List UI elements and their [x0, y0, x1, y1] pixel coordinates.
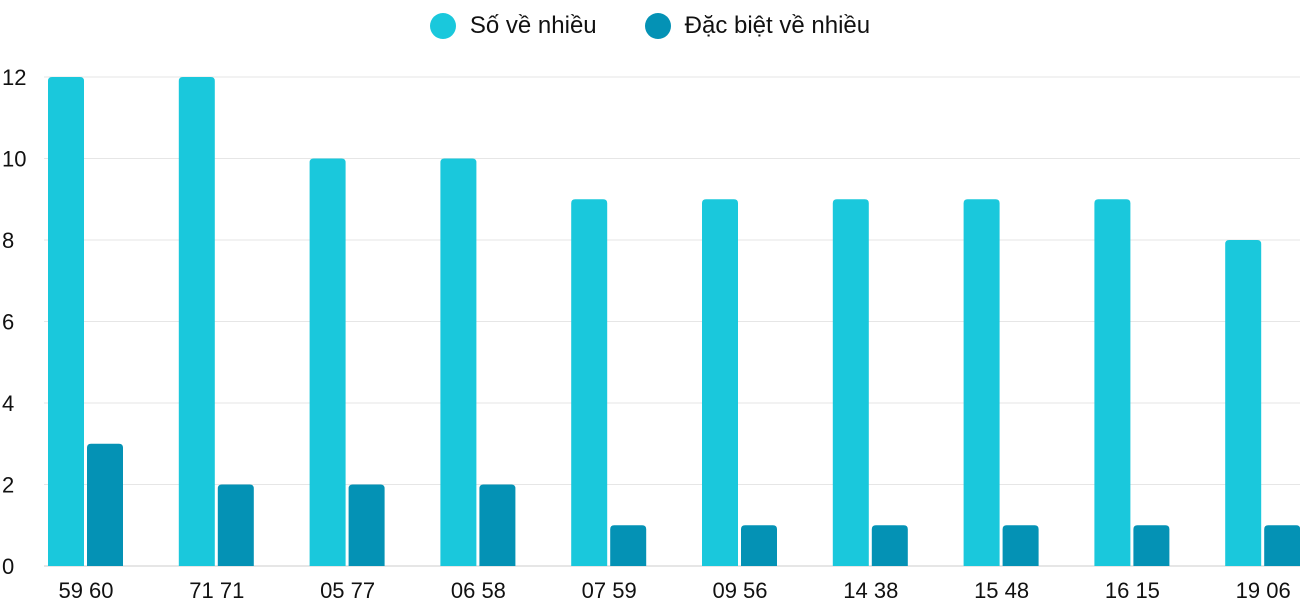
- legend-item-dac-biet-ve-nhieu[interactable]: Đặc biệt về nhiều: [644, 12, 871, 40]
- x-tick-label: 09 56: [712, 578, 767, 600]
- x-tick-label: 19 06: [1236, 578, 1291, 600]
- bar-dac-biet-2: [348, 484, 385, 566]
- bar-dac-biet-1: [217, 484, 254, 566]
- bar-so-ve-nhieu-7: [963, 199, 1000, 566]
- bar-so-ve-nhieu-1: [178, 77, 215, 566]
- bar-so-ve-nhieu-8: [1094, 199, 1131, 566]
- bar-so-ve-nhieu-3: [440, 158, 477, 566]
- legend-swatch: [429, 13, 456, 39]
- bar-dac-biet-7: [1002, 525, 1039, 566]
- bar-so-ve-nhieu-4: [571, 199, 608, 566]
- legend-item-so-ve-nhieu[interactable]: Số về nhiều: [429, 12, 597, 40]
- bar-dac-biet-9: [1264, 525, 1300, 566]
- x-tick-label: 07 59: [582, 578, 637, 600]
- x-tick-label: 16 15: [1105, 578, 1160, 600]
- bar-so-ve-nhieu-9: [1225, 240, 1262, 566]
- x-tick-label: 71 71: [189, 578, 244, 600]
- legend-label: Đặc biệt về nhiều: [684, 12, 871, 39]
- x-tick-label: 05 77: [320, 578, 375, 600]
- bar-dac-biet-8: [1133, 525, 1170, 566]
- bar-dac-biet-3: [479, 484, 516, 566]
- y-tick-label: 0: [2, 554, 14, 579]
- legend: Số về nhiều Đặc biệt về nhiều: [0, 12, 1300, 40]
- y-tick-label: 10: [2, 147, 26, 172]
- x-tick-label: 59 60: [58, 578, 113, 600]
- bar-so-ve-nhieu-5: [702, 199, 738, 566]
- bar-dac-biet-5: [741, 525, 777, 566]
- y-tick-label: 8: [2, 228, 14, 253]
- bar-dac-biet-6: [871, 525, 908, 566]
- bar-so-ve-nhieu-2: [309, 158, 346, 566]
- legend-label: Số về nhiều: [469, 12, 597, 39]
- bar-dac-biet-4: [610, 525, 647, 566]
- y-tick-label: 12: [2, 65, 26, 90]
- y-tick-label: 4: [2, 391, 14, 416]
- x-tick-label: 15 48: [974, 578, 1029, 600]
- x-tick-label: 06 58: [451, 578, 506, 600]
- bar-so-ve-nhieu-0: [48, 77, 84, 566]
- y-tick-label: 2: [2, 473, 14, 498]
- x-tick-label: 14 38: [843, 578, 898, 600]
- y-tick-label: 6: [2, 310, 14, 335]
- bar-dac-biet-0: [87, 443, 123, 566]
- bar-so-ve-nhieu-6: [832, 199, 869, 566]
- legend-swatch: [644, 13, 671, 39]
